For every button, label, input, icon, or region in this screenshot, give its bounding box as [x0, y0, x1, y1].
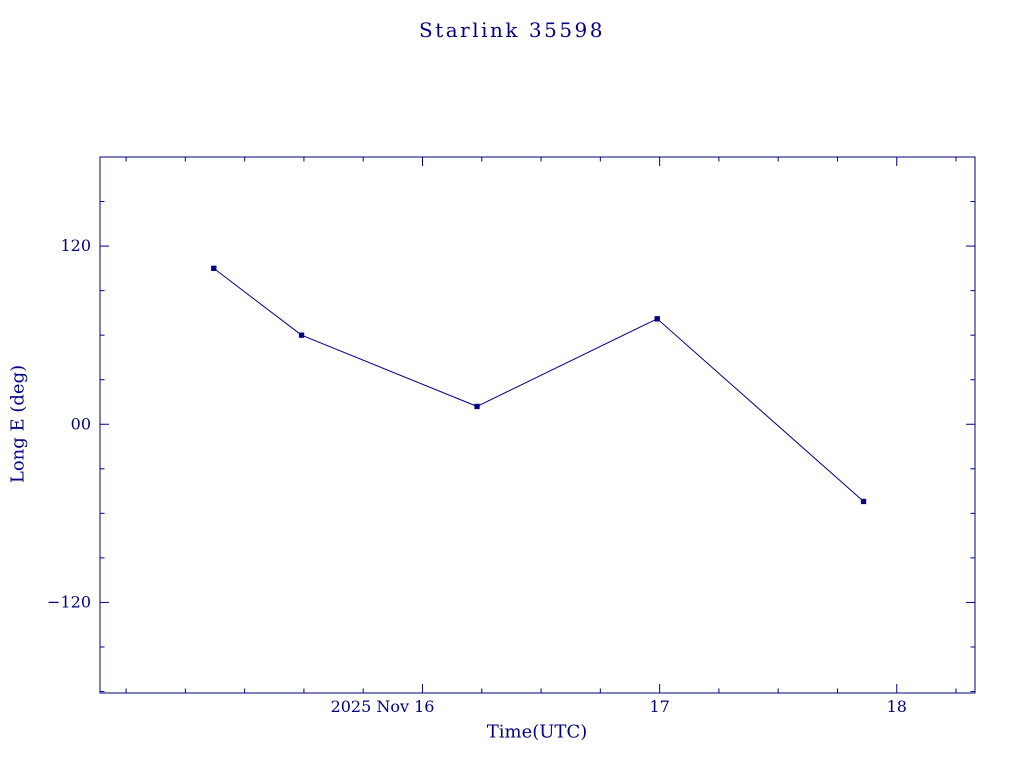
- x-tick-label: 18: [887, 697, 907, 716]
- data-point-marker: [298, 332, 305, 338]
- x-axis-label: Time(UTC): [486, 721, 588, 743]
- data-line: [213, 268, 864, 502]
- x-tick-label: 2025 Nov 16: [331, 697, 435, 716]
- plot-frame: [99, 156, 976, 694]
- y-tick-label: −120: [47, 592, 91, 611]
- data-point-marker: [654, 316, 660, 322]
- y-tick-label: 00: [71, 414, 91, 433]
- chart-title: Starlink 35598: [419, 18, 605, 42]
- x-tick-label: 17: [649, 697, 669, 716]
- data-point-marker: [211, 265, 217, 272]
- y-axis-label: Long E (deg): [7, 364, 29, 484]
- data-point-marker: [474, 403, 480, 410]
- y-tick-label: 120: [60, 236, 91, 255]
- data-point-marker: [860, 498, 867, 505]
